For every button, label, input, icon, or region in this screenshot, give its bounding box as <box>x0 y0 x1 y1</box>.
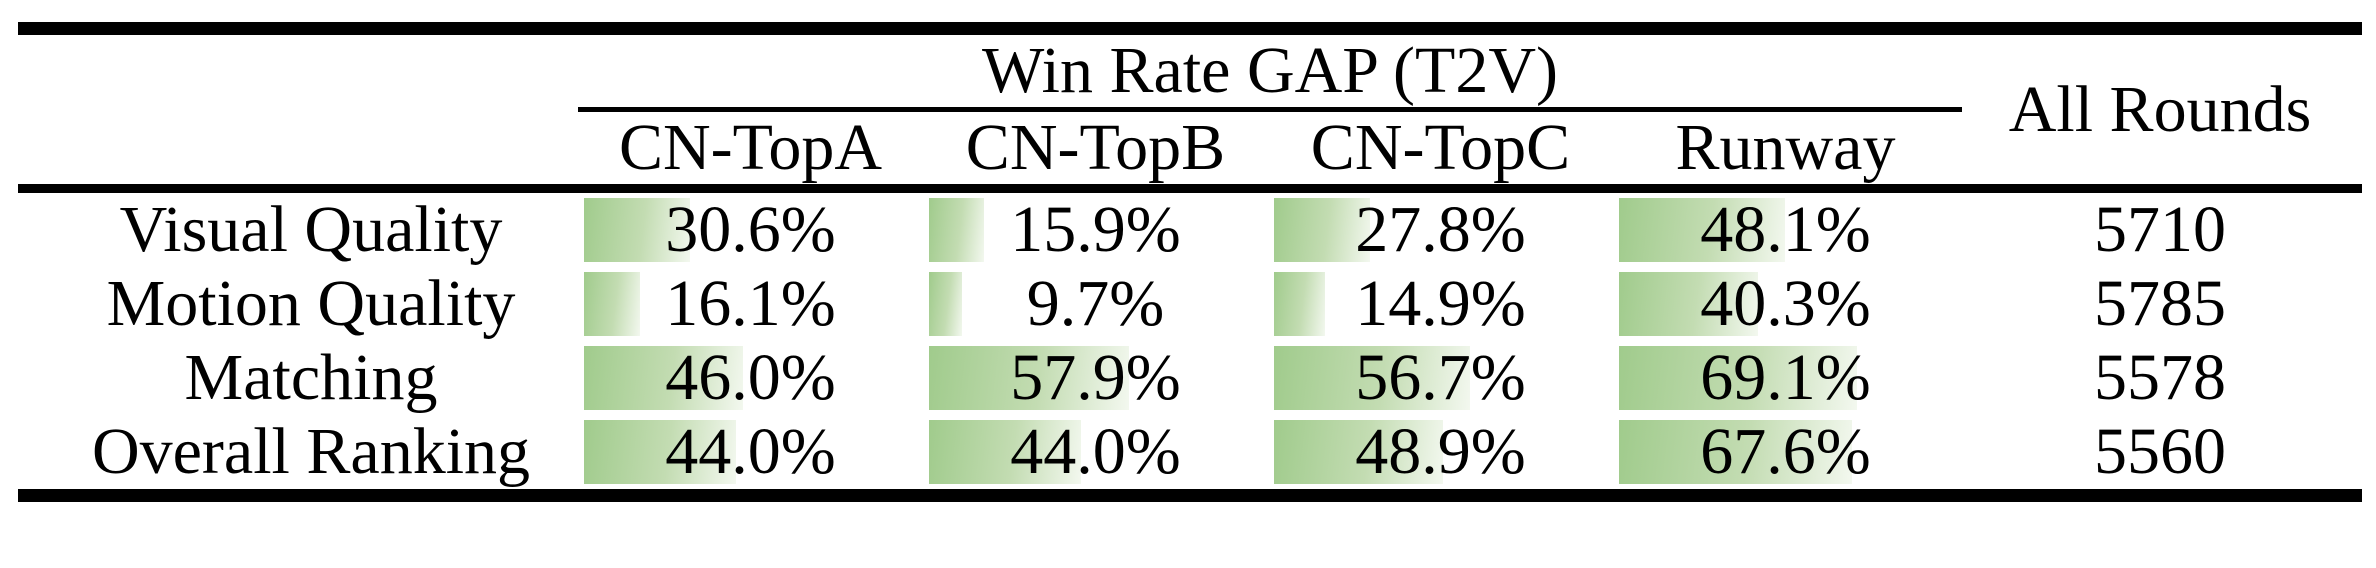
table-row-overall-ranking: Overall Ranking 44.0% 44.0% 48.9% 67.6% <box>18 415 2362 489</box>
table-body: Visual Quality 30.6% 15.9% 27.8% 48.1% <box>18 193 2362 489</box>
win-rate-value: 14.9% <box>1355 267 1526 340</box>
win-rate-table: Win Rate GAP (T2V) CN-TopA CN-TopB CN-To… <box>18 22 2362 502</box>
win-rate-bar <box>1619 346 1858 410</box>
win-rate-bar <box>929 198 984 262</box>
win-rate-value: 67.6% <box>1700 415 1871 488</box>
win-rate-value: 57.9% <box>1010 341 1181 414</box>
win-rate-value: 27.8% <box>1355 193 1526 266</box>
win-rate-value: 48.9% <box>1355 415 1526 488</box>
header-divider-rule <box>18 184 2362 193</box>
win-rate-cell: 48.9% <box>1268 415 1613 489</box>
win-rate-cell: 56.7% <box>1268 341 1613 415</box>
row-label: Motion Quality <box>106 267 516 340</box>
win-rate-value: 30.6% <box>665 193 836 266</box>
win-rate-value: 40.3% <box>1700 267 1871 340</box>
all-rounds-value: 5785 <box>2094 267 2226 340</box>
win-rate-cell: 27.8% <box>1268 193 1613 267</box>
win-rate-value: 56.7% <box>1355 341 1526 414</box>
win-rate-value: 9.7% <box>1026 267 1165 340</box>
win-rate-cell: 48.1% <box>1613 193 1958 267</box>
win-rate-bar <box>929 346 1129 410</box>
win-rate-cell: 44.0% <box>578 415 923 489</box>
win-rate-bar <box>1274 346 1470 410</box>
win-rate-bar <box>1274 420 1443 484</box>
column-header-cn-topb: CN-TopB <box>965 111 1226 184</box>
column-header-cn-topa: CN-TopA <box>618 111 883 184</box>
top-rule <box>18 22 2362 35</box>
win-rate-cell: 9.7% <box>923 267 1268 341</box>
all-rounds-header: All Rounds <box>2008 72 2312 146</box>
win-rate-cell: 44.0% <box>923 415 1268 489</box>
win-rate-bar <box>929 420 1081 484</box>
column-header-row: CN-TopA CN-TopB CN-TopC Runway <box>578 112 1958 184</box>
group-header: Win Rate GAP (T2V) <box>982 34 1558 107</box>
group-underline-rule <box>578 107 1962 112</box>
win-rate-value: 48.1% <box>1700 193 1871 266</box>
win-rate-bar <box>1619 198 1785 262</box>
table-row-visual-quality: Visual Quality 30.6% 15.9% 27.8% 48.1% <box>18 193 2362 267</box>
win-rate-cell: 30.6% <box>578 193 923 267</box>
win-rate-value: 44.0% <box>665 415 836 488</box>
win-rate-cell: 46.0% <box>578 341 923 415</box>
win-rate-bar <box>584 272 640 336</box>
win-rate-cell: 15.9% <box>923 193 1268 267</box>
row-label: Matching <box>184 341 438 414</box>
win-rate-cell: 16.1% <box>578 267 923 341</box>
win-rate-cell: 40.3% <box>1613 267 1958 341</box>
win-rate-value: 69.1% <box>1700 341 1871 414</box>
win-rate-bar <box>584 198 690 262</box>
win-rate-bar <box>1274 272 1326 336</box>
win-rate-value: 16.1% <box>665 267 836 340</box>
bottom-rule <box>18 489 2362 502</box>
table-header: Win Rate GAP (T2V) CN-TopA CN-TopB CN-To… <box>18 35 2362 184</box>
column-header-cn-topc: CN-TopC <box>1310 111 1571 184</box>
table-row-motion-quality: Motion Quality 16.1% 9.7% 14.9% 40.3% <box>18 267 2362 341</box>
all-rounds-value: 5578 <box>2094 341 2226 414</box>
win-rate-bar <box>1274 198 1370 262</box>
row-label: Overall Ranking <box>91 415 531 488</box>
win-rate-value: 15.9% <box>1010 193 1181 266</box>
win-rate-bar <box>584 346 743 410</box>
column-header-runway: Runway <box>1675 111 1896 184</box>
win-rate-cell: 69.1% <box>1613 341 1958 415</box>
win-rate-bar <box>1619 272 1759 336</box>
row-label: Visual Quality <box>119 193 503 266</box>
win-rate-value: 46.0% <box>665 341 836 414</box>
win-rate-cell: 57.9% <box>923 341 1268 415</box>
win-rate-bar <box>1619 420 1853 484</box>
win-rate-cell: 67.6% <box>1613 415 1958 489</box>
win-rate-cell: 14.9% <box>1268 267 1613 341</box>
table-row-matching: Matching 46.0% 57.9% 56.7% 69.1% 557 <box>18 341 2362 415</box>
all-rounds-value: 5710 <box>2094 193 2226 266</box>
win-rate-value: 44.0% <box>1010 415 1181 488</box>
win-rate-bar <box>929 272 963 336</box>
win-rate-bar <box>584 420 736 484</box>
all-rounds-value: 5560 <box>2094 415 2226 488</box>
